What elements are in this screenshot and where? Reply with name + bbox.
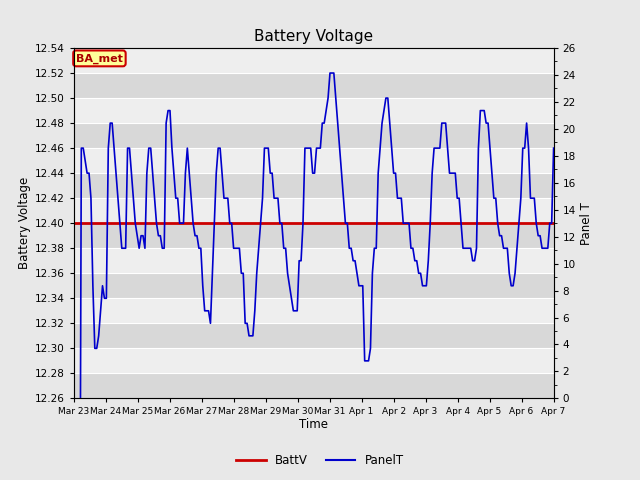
Bar	[74, 198, 554, 223]
Bar	[74, 98, 554, 123]
Bar	[74, 298, 554, 324]
Text: BA_met: BA_met	[76, 53, 123, 63]
Bar	[74, 73, 554, 98]
Y-axis label: Battery Voltage: Battery Voltage	[17, 177, 31, 269]
Title: Battery Voltage: Battery Voltage	[254, 29, 373, 44]
Bar	[74, 223, 554, 248]
Bar	[74, 324, 554, 348]
Legend: BattV, PanelT: BattV, PanelT	[232, 449, 408, 472]
Bar	[74, 123, 554, 148]
Y-axis label: Panel T: Panel T	[580, 202, 593, 245]
Bar	[74, 48, 554, 73]
Bar	[74, 373, 554, 398]
Bar	[74, 348, 554, 373]
X-axis label: Time: Time	[299, 418, 328, 431]
Bar	[74, 248, 554, 273]
Bar	[74, 148, 554, 173]
Bar	[74, 173, 554, 198]
Bar	[74, 273, 554, 298]
